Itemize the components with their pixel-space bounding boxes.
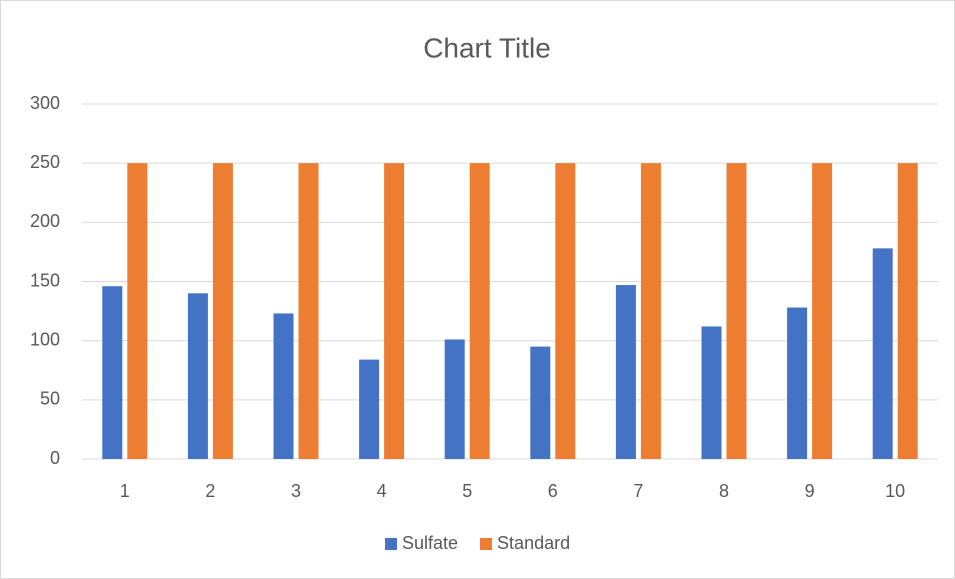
bar bbox=[127, 163, 148, 459]
bar bbox=[212, 163, 233, 459]
y-tick-label: 0 bbox=[50, 448, 60, 468]
legend-label: Standard bbox=[497, 533, 570, 553]
bar bbox=[640, 163, 661, 459]
chart-title: Chart Title bbox=[423, 32, 551, 63]
bar bbox=[897, 163, 918, 459]
y-tick-label: 150 bbox=[30, 270, 60, 290]
legend-swatch bbox=[480, 538, 493, 550]
bar bbox=[469, 163, 490, 459]
x-tick-label: 7 bbox=[633, 481, 643, 501]
bar bbox=[273, 313, 294, 459]
bar bbox=[384, 163, 405, 459]
x-tick-label: 10 bbox=[885, 481, 905, 501]
bar bbox=[298, 163, 319, 459]
x-tick-label: 4 bbox=[377, 481, 387, 501]
x-tick-label: 1 bbox=[120, 481, 130, 501]
y-tick-label: 50 bbox=[40, 389, 60, 409]
x-tick-label: 8 bbox=[719, 481, 729, 501]
bar bbox=[530, 346, 551, 459]
bar bbox=[555, 163, 576, 459]
y-tick-label: 100 bbox=[30, 329, 60, 349]
bar bbox=[872, 248, 893, 459]
bar bbox=[102, 286, 123, 459]
x-tick-label: 3 bbox=[291, 481, 301, 501]
x-tick-label: 2 bbox=[205, 481, 215, 501]
bar bbox=[444, 339, 465, 459]
x-tick-label: 5 bbox=[462, 481, 472, 501]
x-tick-label: 6 bbox=[548, 481, 558, 501]
bar bbox=[187, 293, 208, 459]
y-tick-label: 200 bbox=[30, 211, 60, 231]
y-tick-label: 250 bbox=[30, 152, 60, 172]
y-tick-label: 300 bbox=[30, 93, 60, 113]
bar bbox=[812, 163, 833, 459]
bar bbox=[359, 359, 380, 459]
bar bbox=[787, 307, 808, 459]
bar bbox=[615, 285, 636, 459]
legend-label: Sulfate bbox=[402, 533, 458, 553]
legend-swatch bbox=[385, 538, 397, 550]
bar bbox=[701, 326, 722, 459]
bar bbox=[726, 163, 747, 459]
x-tick-label: 9 bbox=[805, 481, 815, 501]
